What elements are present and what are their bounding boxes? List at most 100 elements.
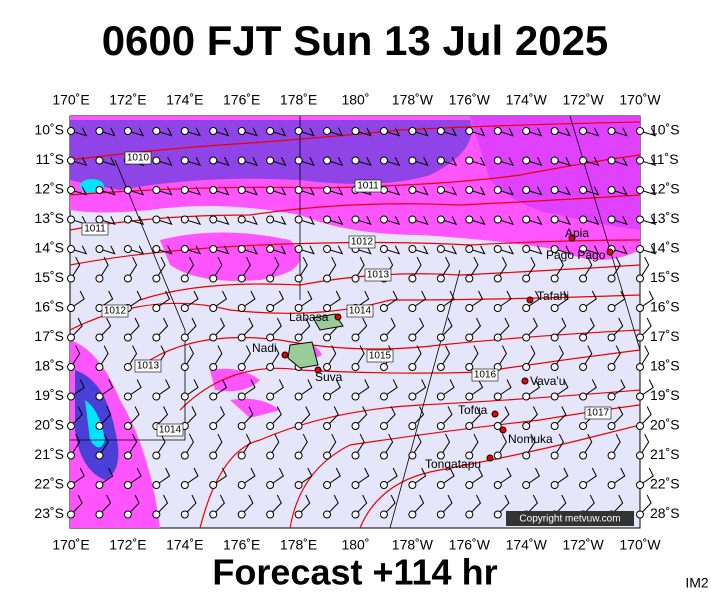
- station: [180, 363, 189, 371]
- station: [180, 127, 189, 135]
- station: [636, 481, 644, 489]
- wind-barb: [526, 127, 543, 137]
- lat-label: 19˚S: [34, 387, 64, 403]
- station: [607, 304, 616, 312]
- boundaries: [70, 115, 641, 529]
- wind-barb: [241, 290, 256, 309]
- station: [209, 451, 218, 460]
- wind-barb: [269, 290, 284, 309]
- station: [550, 481, 559, 489]
- isobar-label: 1016: [474, 370, 497, 381]
- station: [408, 274, 417, 283]
- wind-barb: [554, 317, 567, 338]
- station: [550, 451, 559, 460]
- station: [522, 245, 531, 253]
- station: [636, 333, 644, 342]
- station: [522, 186, 531, 194]
- station: [123, 451, 132, 460]
- station: [465, 156, 474, 165]
- lat-label: 17˚S: [650, 328, 680, 344]
- wind-barb: [412, 127, 429, 137]
- wind-barb: [241, 345, 251, 368]
- isobar-label-box: [101, 304, 129, 318]
- station: [152, 304, 161, 312]
- isobar-label-box: [124, 151, 152, 165]
- lon-label: 170˚W: [619, 92, 661, 108]
- wind-barb: [213, 216, 230, 226]
- lat-label: 16˚S: [34, 299, 64, 315]
- wind-barb: [554, 216, 571, 226]
- wind-barb: [412, 245, 429, 255]
- wind-barb: [525, 290, 541, 309]
- wind-barb: [526, 245, 543, 255]
- wind-barb: [639, 494, 652, 515]
- station: [636, 274, 644, 283]
- wind-barb: [611, 494, 624, 515]
- wind-barb: [383, 290, 398, 309]
- wind-barb: [582, 345, 593, 368]
- station: [351, 333, 360, 342]
- station: [493, 510, 502, 519]
- place-label: Pago Pago: [546, 248, 606, 262]
- station: [379, 245, 388, 253]
- wind-barb: [270, 157, 287, 167]
- station: [522, 333, 531, 342]
- isobar-label-box: [348, 235, 376, 249]
- wind-barb: [582, 494, 595, 515]
- station: [266, 156, 275, 165]
- isobar-label: 1017: [587, 408, 610, 419]
- station: [266, 274, 275, 283]
- wind-barb: [212, 256, 223, 279]
- station: [95, 156, 104, 165]
- station: [266, 127, 275, 135]
- wind-barb: [611, 379, 626, 397]
- lat-label: 15˚S: [34, 269, 64, 285]
- station: [95, 392, 104, 401]
- wind-barb: [326, 345, 337, 368]
- station: [636, 186, 644, 194]
- wind-barb: [99, 345, 109, 368]
- wind-barb: [611, 406, 624, 427]
- wind-barb: [184, 406, 197, 427]
- wind-barb: [156, 245, 173, 255]
- lat-label: 14˚S: [34, 240, 64, 256]
- wind-barb: [127, 433, 138, 456]
- lat-label: 18˚S: [650, 358, 680, 374]
- station: [67, 451, 75, 460]
- wind-barb: [525, 467, 541, 486]
- place-label: Labasa: [289, 310, 329, 324]
- wind-barb: [355, 433, 365, 456]
- station: [180, 274, 189, 283]
- wind-barb: [468, 433, 479, 456]
- wind-barb: [525, 406, 538, 427]
- wind-barb: [184, 433, 195, 456]
- station: [209, 156, 218, 165]
- wind-barb: [440, 345, 451, 368]
- station: [294, 510, 303, 519]
- wind-barb: [383, 245, 401, 255]
- station: [209, 392, 218, 401]
- station: [408, 333, 417, 342]
- wind-barb: [411, 345, 422, 368]
- wind-barb: [184, 256, 195, 279]
- lat-label: 18˚S: [34, 358, 64, 374]
- wind-barb: [582, 216, 600, 226]
- place-label: Nadi: [252, 341, 277, 355]
- station: [123, 215, 132, 224]
- wind-barb: [127, 290, 142, 309]
- wind-barb: [70, 290, 85, 309]
- station: [493, 156, 502, 165]
- wind-barb: [127, 379, 142, 397]
- station: [550, 127, 559, 135]
- station: [67, 127, 75, 135]
- station: [323, 215, 332, 224]
- wind-barb: [241, 256, 251, 279]
- lat-label: 23˚S: [34, 505, 64, 521]
- station: [294, 245, 303, 253]
- wind-barb: [326, 256, 337, 279]
- station: [408, 215, 417, 224]
- wind-barb: [497, 406, 510, 427]
- wind-barb: [412, 467, 427, 486]
- wind-barb: [70, 157, 88, 167]
- wind-barb: [326, 290, 341, 309]
